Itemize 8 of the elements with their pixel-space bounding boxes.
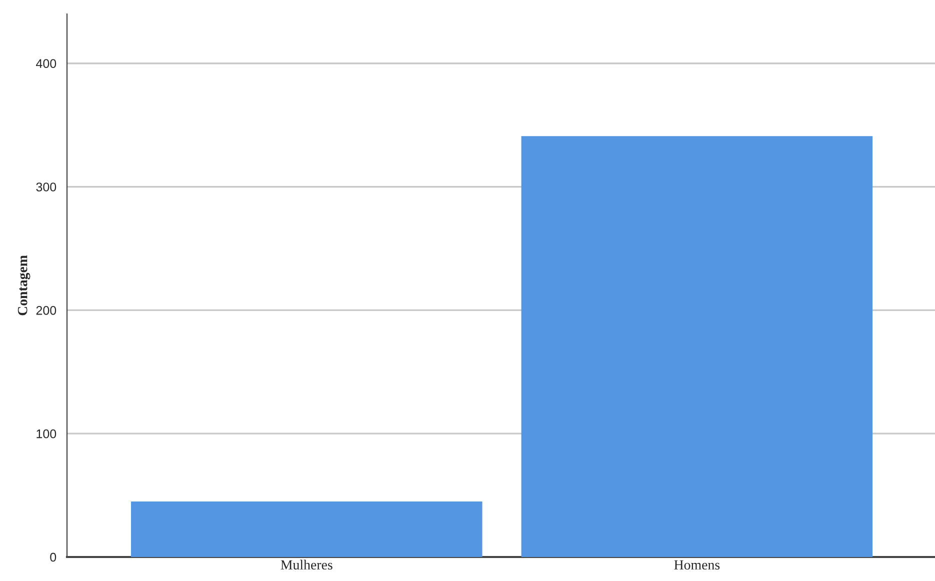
y-axis-title: Contagem [18, 255, 30, 316]
y-tick-label: 200 [36, 306, 56, 315]
x-tick-label: Mulheres [280, 560, 332, 570]
y-tick-label: 400 [36, 59, 56, 68]
y-tick-label: 0 [50, 552, 56, 562]
x-tick-label: Homens [674, 560, 720, 570]
y-tick-label: 300 [36, 182, 56, 192]
y-tick-label: 100 [36, 429, 56, 438]
